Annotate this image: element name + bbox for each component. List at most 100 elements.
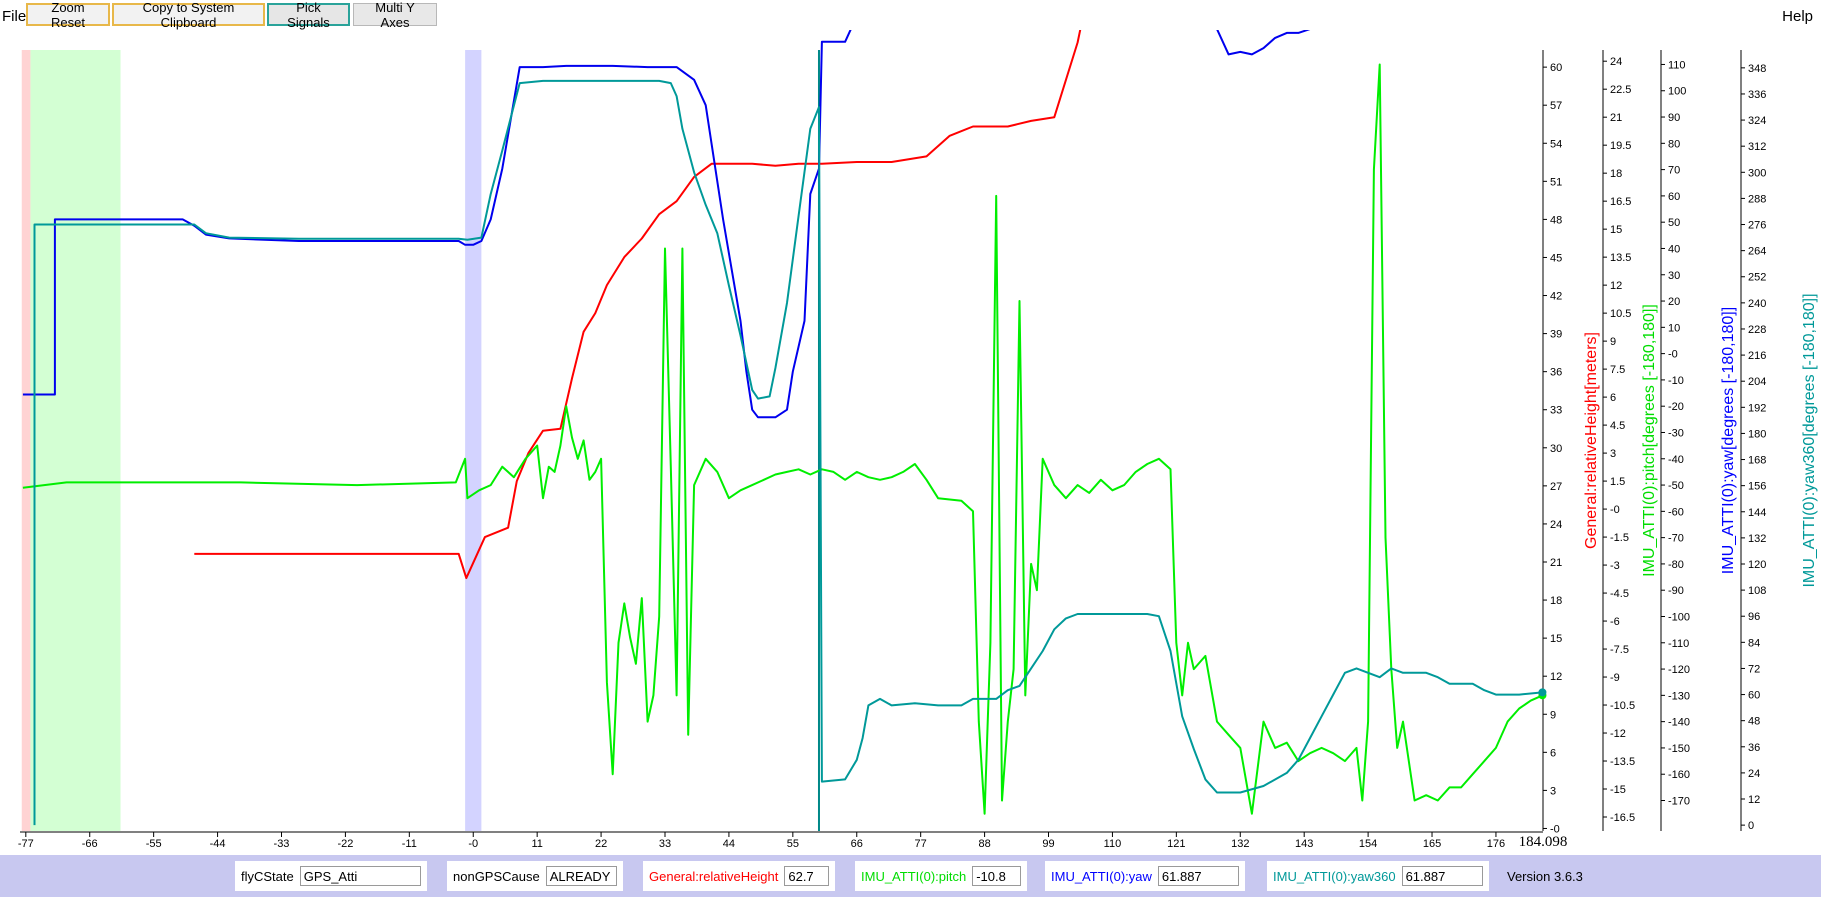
y-tick-label: 50 [1668, 217, 1680, 229]
y-tick-label: -40 [1668, 454, 1684, 466]
y-tick-label: 110 [1668, 59, 1686, 71]
x-tick-label: 99 [1042, 838, 1054, 850]
highlight-band [21, 50, 31, 831]
y-tick-label: 12 [1550, 671, 1562, 683]
multi-y-axes-button[interactable]: Multi Y Axes [353, 0, 437, 30]
status-yaw: IMU_ATTI(0):yaw 61.887 [1045, 861, 1245, 891]
non-gps-cause-label: nonGPSCause [453, 868, 540, 884]
highlight-band [465, 50, 482, 831]
y-tick-label: 15 [1550, 633, 1562, 645]
y-tick-label: -1.5 [1610, 532, 1629, 544]
y-tick-label: 0 [1748, 820, 1754, 832]
y-tick-label: -13.5 [1610, 756, 1635, 768]
y-tick-label: 30 [1550, 443, 1562, 455]
y-tick-label: 264 [1748, 246, 1766, 258]
series-end-marker-yaw360 [1538, 688, 1547, 697]
y-axis-yaw360: 0 12 24 36 48 60 72 84 96 108 120 132 144 156 168 180 19… [1740, 50, 1818, 832]
series-line-pitch [22, 63, 1543, 815]
y-tick-label: -10 [1668, 375, 1684, 387]
y-tick-label: -140 [1668, 717, 1690, 729]
yaw360-label: IMU_ATTI(0):yaw360 [1273, 868, 1396, 884]
y-tick-label: -3 [1610, 560, 1620, 572]
y-tick-label: 22.5 [1610, 84, 1631, 96]
zoom-reset-button[interactable]: Zoom Reset [26, 0, 110, 30]
y-tick-label: 228 [1748, 324, 1766, 336]
y-tick-label: -12 [1610, 728, 1626, 740]
y-tick-label: 80 [1668, 138, 1680, 150]
x-tick-label: -22 [337, 838, 353, 850]
flyc-state-label: flyCState [241, 868, 294, 884]
y-tick-label: -120 [1668, 664, 1690, 676]
y-tick-label: 15 [1610, 224, 1622, 236]
chart-area[interactable]: -77 -66 -55 -44 -33 -22 -11 -0 11 22 33 44 55 66 77 88 9… [0, 30, 1821, 855]
y-tick-label: 300 [1748, 167, 1766, 179]
y-tick-label: -50 [1668, 480, 1684, 492]
y-tick-label: -130 [1668, 690, 1690, 702]
help-menu[interactable]: Help [1782, 8, 1813, 25]
y-tick-label: 42 [1550, 291, 1562, 303]
x-tick-label: -0 [468, 838, 478, 850]
x-tick-label: -66 [82, 838, 98, 850]
y-tick-label: 70 [1668, 165, 1680, 177]
x-tick-label: 110 [1104, 838, 1122, 850]
relative-height-value: 62.7 [784, 866, 829, 886]
y-tick-label: -10.5 [1610, 700, 1635, 712]
file-menu[interactable]: File [2, 8, 27, 25]
y-tick-label: -150 [1668, 743, 1690, 755]
y-tick-label: 192 [1748, 402, 1766, 414]
x-tick-label: 11 [531, 838, 542, 850]
y-tick-label: 204 [1748, 376, 1766, 388]
status-flyc-state: flyCState GPS_Atti [235, 861, 427, 891]
y-tick-label: 252 [1748, 272, 1766, 284]
y-tick-label: 312 [1748, 141, 1766, 153]
y-tick-label: -30 [1668, 427, 1684, 439]
y-tick-label: 16.5 [1610, 196, 1631, 208]
x-tick-label: 44 [723, 838, 735, 850]
y-tick-label: 9 [1550, 709, 1556, 721]
x-tick-label: 88 [978, 838, 990, 850]
y-tick-label: -0 [1610, 504, 1620, 516]
x-tick-label: 165 [1423, 838, 1441, 850]
x-tick-label: 154 [1359, 838, 1377, 850]
y-tick-label: 60 [1550, 62, 1562, 74]
y-tick-label: 24 [1550, 519, 1562, 531]
yaw360-value: 61.887 [1401, 866, 1483, 886]
y-tick-label: 10.5 [1610, 308, 1631, 320]
y-tick-label: 132 [1748, 533, 1766, 545]
y-tick-label: 48 [1748, 716, 1760, 728]
pick-signals-button[interactable]: Pick Signals [267, 0, 350, 30]
y-tick-label: -6 [1610, 616, 1620, 628]
y-tick-label: 1.5 [1610, 476, 1625, 488]
highlight-band [30, 50, 121, 831]
y-tick-label: 60 [1748, 690, 1760, 702]
x-tick-label: 143 [1295, 838, 1313, 850]
y-axis-title: IMU_ATTI(0):pitch[degrees [-180,180]] [1641, 304, 1658, 577]
y-tick-label: 57 [1550, 100, 1562, 112]
y-tick-label: -15 [1610, 784, 1626, 796]
y-tick-label: 96 [1748, 611, 1760, 623]
y-tick-label: 72 [1748, 663, 1760, 675]
y-tick-label: 18 [1550, 595, 1562, 607]
status-bar: flyCState GPS_Atti nonGPSCause ALREADY G… [0, 855, 1821, 897]
y-axis-yaw: -03691215182124273033363942454851545760I… [1542, 50, 1737, 835]
x-tick-label: 176 [1487, 838, 1505, 850]
copy-clipboard-button[interactable]: Copy to System Clipboard [112, 0, 265, 30]
y-tick-label: 90 [1668, 112, 1680, 124]
y-tick-label: 51 [1550, 176, 1562, 188]
y-tick-label: 21 [1610, 112, 1622, 124]
y-tick-label: -70 [1668, 533, 1684, 545]
y-tick-label: 240 [1748, 298, 1766, 310]
x-tick-label: 22 [595, 838, 607, 850]
menu-bar: File Zoom Reset Copy to System Clipboard… [0, 0, 1821, 30]
x-tick-label: 55 [787, 838, 799, 850]
y-tick-label: 10 [1668, 322, 1680, 334]
y-tick-label: 3 [1610, 448, 1616, 460]
status-pitch: IMU_ATTI(0):pitch -10.8 [855, 861, 1027, 891]
y-tick-label: -80 [1668, 559, 1684, 571]
x-end-label: 184.098 [1519, 834, 1568, 850]
y-tick-label: 324 [1748, 115, 1766, 127]
y-tick-label: 12 [1748, 794, 1760, 806]
y-axis-title: IMU_ATTI(0):yaw[degrees [-180,180]] [1720, 307, 1737, 574]
x-tick-label: 77 [915, 838, 927, 850]
y-tick-label: 348 [1748, 63, 1766, 75]
